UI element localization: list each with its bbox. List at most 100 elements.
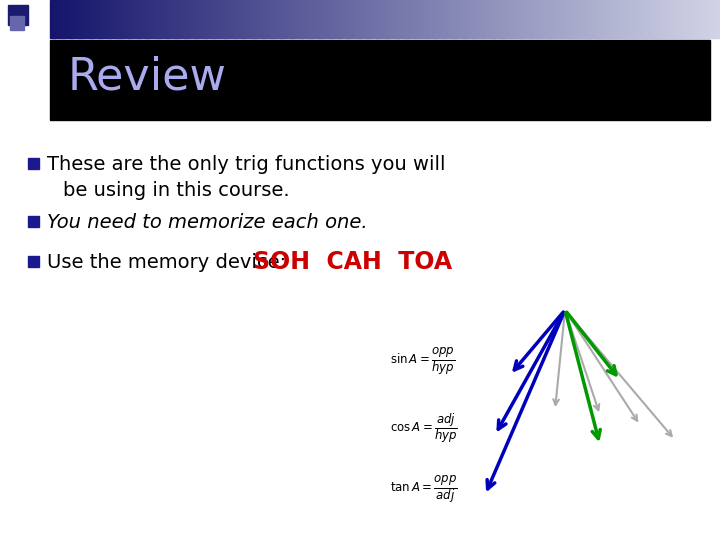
Bar	[186, 0, 189, 38]
Bar	[608, 0, 611, 38]
Bar	[693, 0, 696, 38]
Bar	[635, 0, 638, 38]
Bar	[394, 0, 397, 38]
Bar	[617, 0, 620, 38]
Bar	[684, 0, 687, 38]
Bar	[146, 0, 149, 38]
Bar	[61, 0, 64, 38]
Bar	[564, 0, 567, 38]
Bar	[432, 0, 435, 38]
Bar	[557, 0, 559, 38]
Bar	[8, 5, 28, 25]
Bar	[396, 0, 399, 38]
Bar	[168, 0, 171, 38]
Bar	[122, 0, 125, 38]
Bar	[702, 0, 705, 38]
Bar	[260, 0, 263, 38]
Bar	[369, 0, 372, 38]
Bar	[445, 0, 448, 38]
Bar	[568, 0, 571, 38]
Bar	[365, 0, 368, 38]
Bar	[541, 0, 544, 38]
Bar	[280, 0, 283, 38]
Bar	[175, 0, 178, 38]
Bar	[664, 0, 667, 38]
Bar	[691, 0, 693, 38]
Text: $\cos A = \dfrac{adj}{hyp}$: $\cos A = \dfrac{adj}{hyp}$	[390, 411, 458, 445]
Bar	[181, 0, 184, 38]
Bar	[238, 0, 240, 38]
Bar	[456, 0, 459, 38]
Bar	[351, 0, 354, 38]
Bar	[530, 0, 533, 38]
Bar	[505, 0, 508, 38]
Bar	[195, 0, 198, 38]
Bar	[521, 0, 524, 38]
Bar	[492, 0, 495, 38]
Bar	[110, 0, 113, 38]
Bar	[112, 0, 115, 38]
Bar	[465, 0, 468, 38]
Bar	[204, 0, 207, 38]
Bar	[700, 0, 703, 38]
Bar	[99, 0, 102, 38]
Bar	[430, 0, 433, 38]
Bar	[510, 0, 513, 38]
Bar	[572, 0, 575, 38]
Bar	[613, 0, 616, 38]
Bar	[503, 0, 506, 38]
Bar	[333, 0, 336, 38]
Bar	[513, 0, 515, 38]
Bar	[675, 0, 678, 38]
Bar	[72, 0, 75, 38]
Bar	[135, 0, 138, 38]
Bar	[338, 0, 341, 38]
Bar	[584, 0, 587, 38]
Bar	[383, 0, 385, 38]
Bar	[199, 0, 202, 38]
Bar	[552, 0, 555, 38]
Bar	[485, 0, 488, 38]
Bar	[519, 0, 522, 38]
Bar	[209, 0, 211, 38]
Bar	[289, 0, 292, 38]
Bar	[644, 0, 647, 38]
Bar	[637, 0, 640, 38]
Bar	[159, 0, 162, 38]
Text: You need to memorize each one.: You need to memorize each one.	[47, 213, 368, 232]
Bar	[215, 0, 218, 38]
Bar	[508, 0, 510, 38]
Bar	[302, 0, 305, 38]
Bar	[463, 0, 466, 38]
Text: Use the memory device:: Use the memory device:	[47, 253, 292, 272]
Bar	[256, 0, 258, 38]
Bar	[278, 0, 281, 38]
Bar	[140, 0, 142, 38]
Bar	[606, 0, 609, 38]
Bar	[244, 0, 247, 38]
Bar	[157, 0, 160, 38]
Bar	[586, 0, 589, 38]
Bar	[698, 0, 701, 38]
Bar	[305, 0, 307, 38]
Bar	[177, 0, 180, 38]
Bar	[436, 0, 439, 38]
Bar	[490, 0, 492, 38]
Bar	[213, 0, 216, 38]
Bar	[718, 0, 720, 38]
Bar	[10, 16, 24, 30]
Bar	[434, 0, 437, 38]
Bar	[577, 0, 580, 38]
Bar	[197, 0, 200, 38]
Bar	[593, 0, 595, 38]
Bar	[588, 0, 591, 38]
Bar	[325, 0, 328, 38]
Bar	[426, 0, 428, 38]
Bar	[226, 0, 229, 38]
Bar	[403, 0, 405, 38]
Bar	[88, 0, 91, 38]
Bar	[361, 0, 363, 38]
Bar	[347, 0, 350, 38]
Bar	[624, 0, 626, 38]
Bar	[501, 0, 504, 38]
